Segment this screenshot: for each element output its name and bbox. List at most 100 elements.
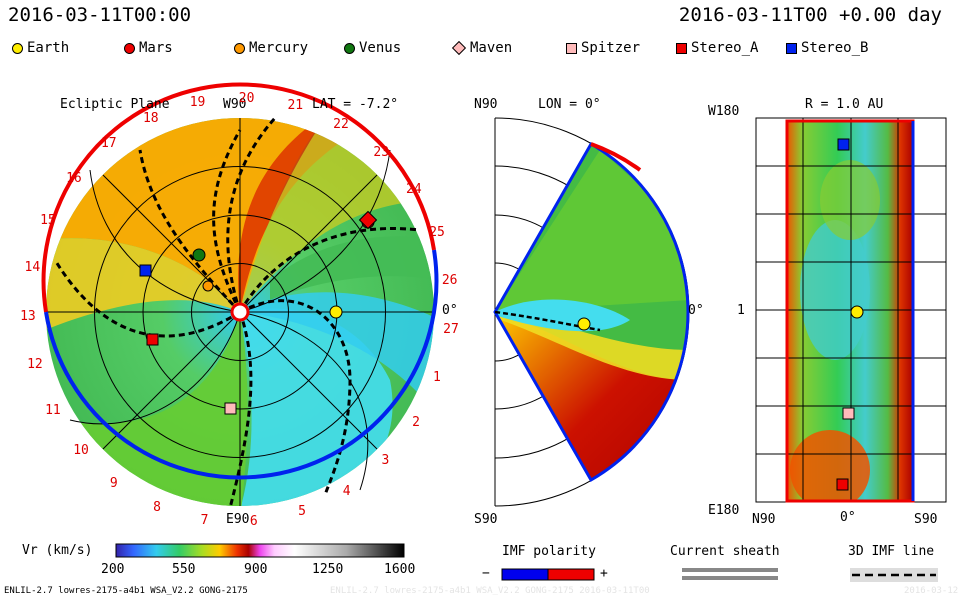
sector-number-23: 23 (373, 145, 390, 161)
meridional-right-label: 0° (688, 303, 704, 318)
colorbar-tick-200: 200 (101, 562, 125, 577)
legend-stereo-b: Stereo_B (786, 40, 868, 56)
sector-number-8: 8 (153, 499, 161, 515)
meridional-boundary (493, 141, 690, 483)
ecliptic-rim-negative (44, 249, 439, 480)
map-top-left-label: W180 (708, 104, 740, 119)
mars-marker-icon (124, 42, 135, 54)
ecliptic-rim-positive (41, 82, 436, 313)
ecliptic-title: Ecliptic Plane (60, 97, 170, 112)
sector-number-5: 5 (298, 504, 306, 520)
imf-polarity-minus: − (482, 566, 490, 581)
sector-number-27: 27 (443, 322, 459, 338)
sector-number-3: 3 (381, 453, 390, 469)
sector-number-10: 10 (73, 443, 89, 459)
meridional-rim-positive (590, 142, 642, 172)
imf-line-label: 3D IMF line (848, 544, 935, 559)
sector-number-15: 15 (40, 212, 56, 228)
sector-number-26: 26 (441, 272, 458, 288)
footer-model: ENLIL-2.7 lowres-2175-a4b1 WSA_V2.2 GONG… (4, 586, 248, 596)
venus-marker-icon (344, 42, 355, 54)
legend-stereo-a: Stereo_A (676, 40, 758, 56)
sector-number-20: 20 (238, 91, 255, 107)
sector-number-1: 1 (433, 370, 441, 386)
sector-number-24: 24 (406, 181, 422, 197)
legend-spitzer: Spitzer (566, 40, 640, 56)
mercury-marker (202, 280, 214, 292)
ecliptic-current-sheet (53, 117, 421, 509)
meridional-bottom-label: S90 (474, 512, 498, 527)
map-spitzer-marker (842, 407, 855, 420)
imf-polarity-plus: + (600, 566, 608, 581)
colorbar-tick-900: 900 (244, 562, 268, 577)
legend-mercury: Mercury (234, 40, 308, 56)
colorbar-label: Vr (km/s) (22, 543, 93, 558)
sector-number-14: 14 (24, 259, 41, 275)
footer-watermark: ENLIL-2.7 lowres-2175-a4b1 WSA_V2.2 GONG… (330, 586, 650, 596)
sun-icon (230, 302, 250, 322)
speed-colorbar (115, 543, 405, 558)
sector-number-18: 18 (142, 110, 159, 126)
map-x-right-label: S90 (914, 512, 938, 527)
map-x-left-label: N90 (752, 512, 776, 527)
sector-number-11: 11 (45, 403, 61, 419)
footer-corner: 2016-03-12 (904, 586, 959, 596)
legend-venus: Venus (344, 40, 401, 56)
imf-polarity-label: IMF polarity (502, 544, 596, 559)
current-sheath-label: Current sheath (670, 544, 780, 559)
map-earth-marker (850, 305, 864, 319)
earth-marker-icon (12, 42, 23, 54)
meridional-top-label: N90 (474, 97, 498, 112)
sector-number-17: 17 (100, 136, 117, 152)
legend-maven: Maven (451, 40, 512, 56)
sector-number-4: 4 (342, 483, 351, 499)
map-bottom-left-label: E180 (708, 503, 740, 518)
sector-number-22: 22 (333, 116, 349, 132)
sector-number-25: 25 (429, 225, 445, 241)
imf-polarity-positive-swatch (547, 568, 595, 581)
map-left-mid-label: 1 (737, 303, 745, 318)
ecliptic-lat-label: LAT = -7.2° (312, 97, 399, 112)
sector-number-21: 21 (287, 98, 304, 114)
sector-number-19: 19 (189, 95, 206, 111)
meridional-lon-label: LON = 0° (538, 97, 601, 112)
sector-number-13: 13 (20, 308, 36, 324)
map-x-mid-label: 0° (840, 510, 856, 525)
colorbar-tick-1250: 1250 (312, 562, 344, 577)
map-stereo-b-marker (837, 138, 850, 151)
legend-earth: Earth (12, 40, 69, 56)
stereo-a-marker (146, 333, 159, 346)
colorbar-tick-1600: 1600 (384, 562, 416, 577)
ecliptic-bottom-label: E90 (226, 512, 250, 527)
stereo-b-marker-icon (786, 42, 797, 54)
map-title: R = 1.0 AU (805, 97, 884, 112)
map-panel (755, 117, 947, 503)
imf-polarity-negative-swatch (501, 568, 549, 581)
stereo-b-marker (139, 264, 152, 277)
mercury-marker-icon (234, 42, 245, 54)
legend-mars: Mars (124, 40, 173, 56)
ecliptic-right-label: 0° (442, 303, 458, 318)
earth-marker (329, 305, 343, 319)
meridional-plane-panel (493, 117, 690, 507)
timestamp-left: 2016-03-11T00:00 (8, 4, 192, 26)
sector-number-9: 9 (109, 476, 118, 492)
meridional-speed-field (495, 144, 688, 480)
meridional-earth-marker (577, 317, 591, 331)
map-speed-field (787, 120, 913, 502)
stereo-a-marker-icon (676, 42, 687, 54)
colorbar-tick-550: 550 (172, 562, 196, 577)
sector-number-12: 12 (27, 357, 43, 373)
sector-number-16: 16 (66, 171, 82, 187)
spitzer-marker-icon (566, 42, 577, 54)
ecliptic-top-label: W90 (223, 97, 247, 112)
sector-number-6: 6 (249, 514, 258, 530)
map-stereo-a-marker (836, 478, 849, 491)
sector-number-7: 7 (200, 512, 209, 528)
sector-number-2: 2 (412, 414, 420, 430)
venus-marker (192, 248, 206, 262)
spitzer-marker (224, 402, 237, 415)
meridional-current-sheet (494, 310, 601, 332)
maven-marker (358, 210, 378, 230)
